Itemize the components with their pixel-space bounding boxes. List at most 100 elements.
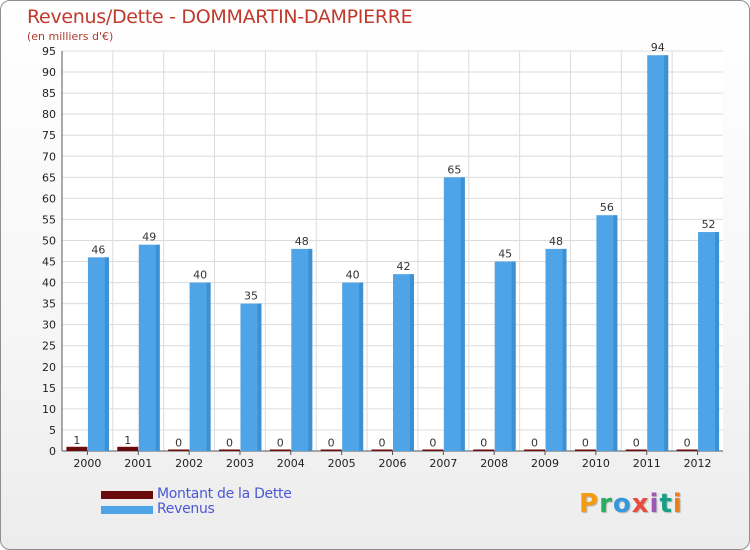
y-tick-label: 65	[42, 171, 56, 184]
data-label-revenus: 40	[193, 269, 207, 282]
bar-revenus	[443, 177, 465, 451]
bar-revenus	[393, 274, 414, 451]
bar-revenus-shade	[613, 215, 618, 451]
data-label-dette: 0	[582, 437, 589, 450]
data-label-revenus: 94	[651, 41, 665, 54]
y-tick-label: 80	[42, 108, 56, 121]
x-tick-label: 2003	[226, 457, 254, 470]
legend-swatch-revenus	[101, 505, 153, 514]
data-label-dette: 0	[328, 437, 335, 450]
legend-item-dette: Montant de la Dette	[101, 487, 292, 502]
legend-item-revenus: Revenus	[101, 502, 292, 517]
data-label-revenus: 65	[447, 163, 461, 176]
data-label-dette: 0	[684, 437, 691, 450]
x-tick-label: 2002	[175, 457, 203, 470]
logo-letter: o	[612, 489, 632, 519]
data-label-dette: 0	[531, 437, 538, 450]
y-tick-label: 25	[42, 340, 56, 353]
data-label-revenus: 35	[244, 290, 258, 303]
chart-title: Revenus/Dette - DOMMARTIN-DAMPIERRE	[27, 6, 413, 28]
bar-revenus	[240, 303, 262, 451]
bars	[66, 55, 720, 452]
bar-revenus	[647, 55, 669, 452]
logo-letter: x	[631, 489, 650, 519]
x-tick-label: 2000	[73, 457, 101, 470]
bar-revenus-shade	[715, 232, 720, 451]
x-tick-label: 2011	[633, 457, 661, 470]
data-label-dette: 0	[277, 437, 284, 450]
y-tick-label: 5	[49, 424, 56, 437]
bar-dette	[117, 446, 139, 451]
y-tick-label: 20	[42, 361, 56, 374]
bar-revenus-shade	[359, 282, 364, 451]
bar-revenus-shade	[664, 55, 669, 452]
legend-label-dette: Montant de la Dette	[157, 486, 292, 502]
y-tick-label: 50	[42, 234, 56, 247]
legend-swatch-dette	[101, 490, 153, 499]
logo-letter: P	[579, 489, 600, 519]
bar-dette	[320, 449, 342, 451]
data-label-revenus: 48	[295, 235, 309, 248]
data-label-dette: 0	[226, 437, 233, 450]
chart-subtitle: (en milliers d'€)	[27, 30, 114, 43]
bar-revenus-shade	[562, 248, 567, 451]
bar-dette	[218, 449, 240, 451]
data-label-revenus: 49	[142, 231, 156, 244]
bar-revenus	[87, 257, 109, 451]
bar-revenus-shade	[460, 177, 465, 451]
data-label-dette: 1	[73, 434, 80, 447]
bar-revenus-shade	[410, 274, 414, 451]
y-tick-label: 35	[42, 298, 56, 311]
y-tick-label: 95	[42, 45, 56, 58]
x-tick-label: 2004	[277, 457, 305, 470]
axes: 0510152025303540455055606570758085909520…	[42, 45, 723, 470]
bar-dette	[269, 449, 291, 451]
bar-revenus	[138, 244, 160, 451]
bar-revenus-shade	[206, 282, 211, 451]
bar-dette	[574, 449, 596, 451]
bar-revenus	[596, 215, 618, 451]
bar-revenus-shade	[104, 257, 109, 451]
y-tick-label: 55	[42, 213, 56, 226]
bar-revenus	[698, 232, 720, 451]
y-tick-label: 70	[42, 150, 56, 163]
logo-letter: r	[599, 489, 613, 519]
y-tick-label: 75	[42, 129, 56, 142]
logo-letter: i	[672, 489, 683, 519]
data-label-revenus: 40	[346, 269, 360, 282]
bar-revenus	[545, 248, 567, 451]
x-tick-label: 2007	[429, 457, 457, 470]
bar-dette	[524, 449, 546, 451]
bar-revenus-shade	[308, 248, 313, 451]
bar-revenus	[291, 248, 313, 451]
data-label-revenus: 48	[549, 235, 563, 248]
logo-letter: i	[649, 489, 660, 519]
bar-revenus	[494, 261, 516, 451]
bar-revenus	[342, 282, 364, 451]
data-label-revenus: 46	[91, 243, 105, 256]
y-tick-label: 30	[42, 319, 56, 332]
x-tick-label: 2010	[582, 457, 610, 470]
bar-dette	[66, 446, 88, 451]
legend-label-revenus: Revenus	[157, 501, 215, 517]
bar-dette	[371, 449, 393, 451]
data-label-revenus: 45	[498, 248, 512, 261]
x-tick-label: 2001	[124, 457, 152, 470]
x-tick-label: 2008	[480, 457, 508, 470]
data-label-revenus: 42	[397, 260, 411, 273]
legend: Montant de la Dette Revenus	[101, 487, 292, 517]
y-tick-label: 90	[42, 66, 56, 79]
x-tick-label: 2012	[684, 457, 712, 470]
y-tick-label: 40	[42, 277, 56, 290]
y-tick-label: 15	[42, 382, 56, 395]
bar-dette	[625, 449, 647, 451]
y-tick-label: 0	[49, 445, 56, 458]
bar-dette	[422, 449, 444, 451]
bar-revenus-shade	[257, 303, 262, 451]
plot-area	[62, 51, 723, 451]
grid-lines	[62, 50, 723, 451]
y-tick-label: 60	[42, 192, 56, 205]
bar-revenus	[189, 282, 211, 451]
data-label-dette: 0	[429, 437, 436, 450]
